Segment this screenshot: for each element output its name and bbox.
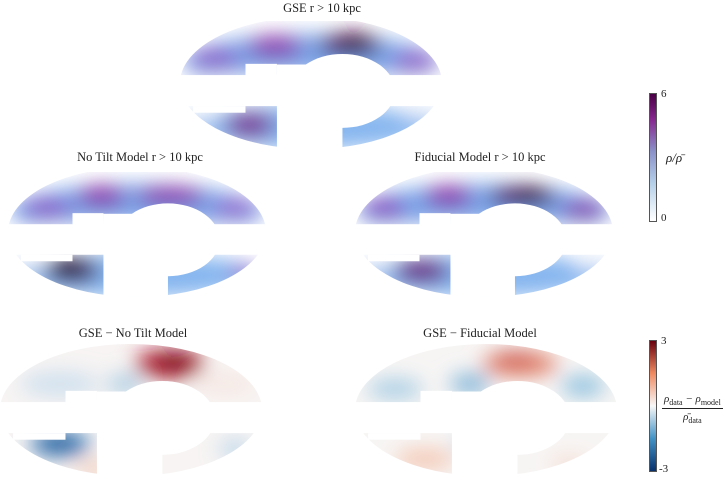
skymap-diff-fiducial: [355, 344, 617, 476]
residual-colorbar: [649, 340, 657, 472]
panel-title-notilt: No Tilt Model r > 10 kpc: [77, 150, 203, 164]
skymap-gse: [180, 17, 442, 149]
panel-title-gse: GSE r > 10 kpc: [283, 1, 361, 15]
skymap-notilt: [8, 167, 266, 297]
density-colorbar-label: ρ/ρ̄: [666, 150, 683, 165]
residual-label-numerator: ρdata − ρmodel: [662, 393, 723, 410]
panel-title-diff-notilt: GSE − No Tilt Model: [78, 326, 188, 340]
skymap-diff-notilt: [0, 344, 262, 476]
density-colorbar-min-tick: 0: [661, 212, 667, 224]
residual-label-denominator: ρ̄data: [683, 411, 702, 426]
residual-colorbar-min-tick: -3: [659, 463, 669, 475]
density-colorbar-max-tick: 6: [661, 88, 667, 100]
skymap-fiducial: [355, 167, 613, 297]
density-colorbar: [649, 93, 657, 222]
panel-title-fiducial: Fiducial Model r > 10 kpc: [414, 150, 546, 164]
residual-colorbar-max-tick: 3: [661, 335, 667, 347]
panel-title-diff-fiducial: GSE − Fiducial Model: [423, 326, 537, 340]
residual-colorbar-label: ρdata − ρmodel ρ̄data: [662, 393, 723, 425]
